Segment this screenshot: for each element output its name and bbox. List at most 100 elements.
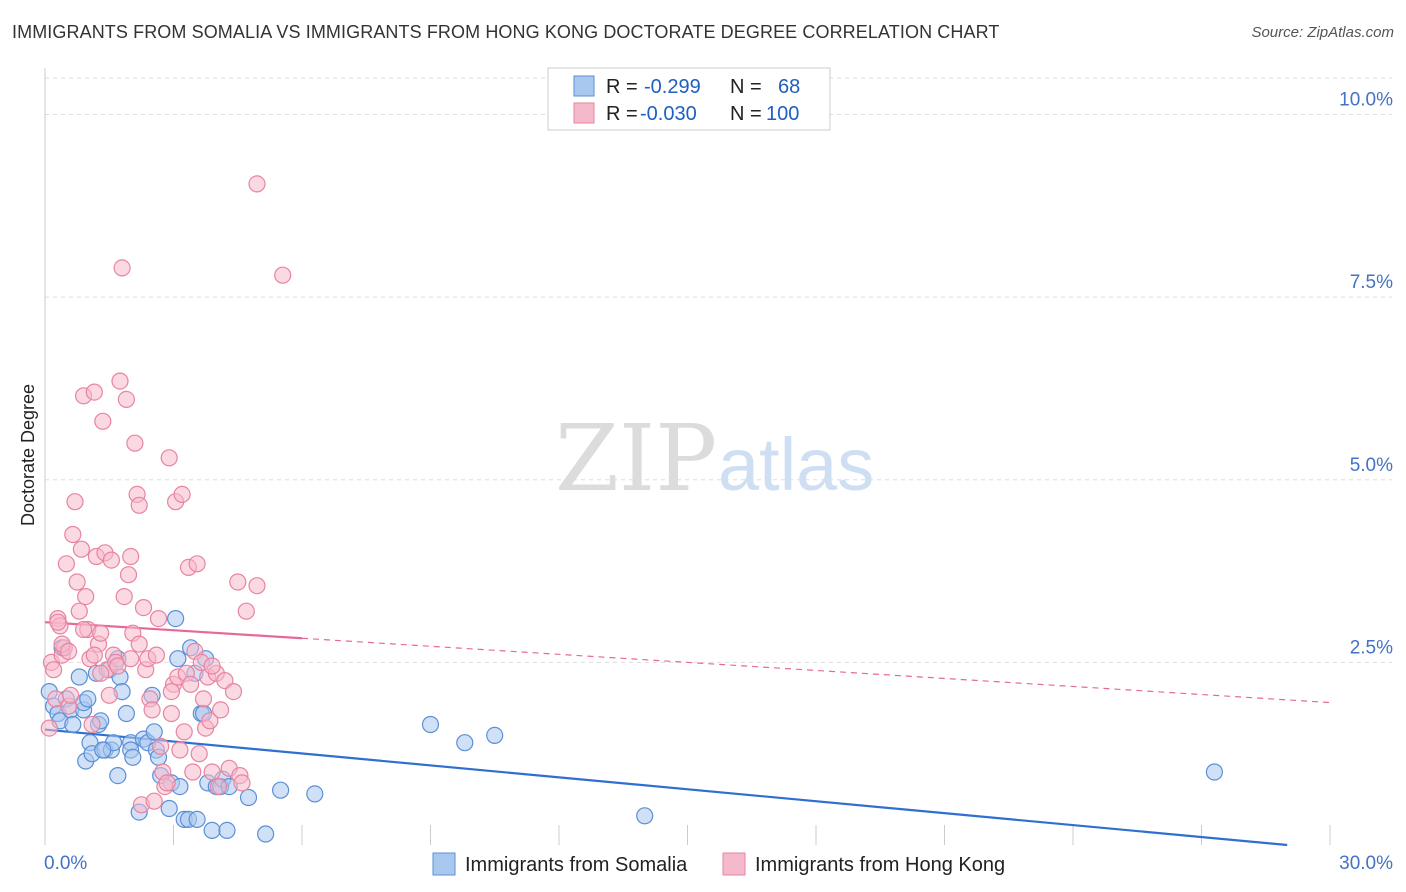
trend-line-somalia: [44, 728, 1288, 847]
point-hongkong-29: [102, 551, 121, 569]
point-somalia-40: [167, 609, 185, 628]
point-hongkong-78: [209, 777, 228, 796]
stats-r-label-hongkong: R =: [606, 103, 638, 125]
y-axis-label: Doctorate Degree: [18, 384, 38, 526]
point-hongkong-49: [145, 792, 163, 810]
point-somalia-58: [239, 788, 258, 807]
point-hongkong-8: [57, 555, 76, 573]
point-hongkong-86: [237, 602, 255, 620]
point-hongkong-82: [224, 682, 243, 701]
point-somalia-29: [124, 748, 142, 766]
bottom-legend-label-somalia: Immigrants from Somalia: [465, 854, 688, 876]
stats-legend-swatch-hongkong: [573, 102, 595, 124]
point-hongkong-33: [111, 372, 129, 390]
point-hongkong-66: [182, 675, 200, 693]
point-hongkong-70: [190, 745, 208, 763]
point-somalia-63: [456, 734, 474, 752]
watermark: ZIP atlas: [555, 405, 874, 512]
stats-r-value-hongkong: -0.030: [640, 103, 697, 125]
point-hongkong-24: [92, 624, 110, 642]
point-hongkong-89: [274, 266, 292, 284]
point-hongkong-72: [194, 690, 213, 708]
point-hongkong-17: [77, 587, 95, 606]
axes: 2.5% 5.0% 7.5% 10.0% 0.0% 30.0%: [44, 68, 1393, 874]
bottom-legend-swatch-hongkong: [722, 852, 746, 876]
point-somalia-38: [160, 799, 178, 818]
point-hongkong-75: [201, 712, 219, 730]
bottom-legend: Immigrants from Somalia Immigrants from …: [432, 852, 1005, 876]
point-somalia-64: [486, 726, 504, 745]
point-somalia-67: [94, 741, 112, 759]
point-hongkong-50: [147, 646, 165, 664]
point-hongkong-96: [122, 650, 140, 668]
point-somalia-59: [257, 825, 275, 843]
stats-legend-swatch-somalia: [573, 75, 595, 97]
stats-n-value-hongkong: 100: [766, 103, 799, 125]
point-hongkong-87: [248, 577, 266, 595]
point-somalia-34: [145, 723, 163, 741]
point-somalia-12: [79, 690, 97, 708]
point-hongkong-25: [94, 412, 112, 430]
point-hongkong-28: [100, 686, 118, 704]
point-hongkong-85: [233, 774, 251, 792]
y-tick-label-1: 5.0%: [1350, 455, 1393, 476]
bottom-legend-swatch-somalia: [432, 852, 456, 876]
point-somalia-47: [188, 810, 206, 829]
point-hongkong-62: [173, 485, 191, 503]
stats-legend-box: [547, 67, 831, 131]
point-somalia-7: [64, 715, 82, 734]
point-hongkong-51: [149, 609, 168, 628]
stats-n-label-hongkong: N =: [730, 103, 762, 125]
y-tick-label-0: 2.5%: [1350, 637, 1393, 658]
point-somalia-23: [109, 766, 127, 785]
point-hongkong-94: [85, 646, 103, 664]
point-hongkong-37: [119, 566, 138, 584]
point-hongkong-61: [171, 741, 189, 759]
point-somalia-60: [272, 781, 290, 799]
stats-n-value-somalia: 68: [778, 76, 800, 98]
stats-r-label-somalia: R =: [606, 76, 638, 98]
point-hongkong-20: [83, 715, 101, 734]
data-points: [40, 175, 1224, 843]
point-hongkong-14: [70, 602, 88, 620]
point-somalia-41: [169, 650, 187, 668]
point-somalia-8: [70, 668, 88, 686]
point-hongkong-2: [44, 661, 63, 679]
point-hongkong-69: [188, 555, 206, 573]
stats-r-value-somalia: -0.299: [644, 76, 701, 98]
point-hongkong-67: [184, 763, 202, 781]
point-hongkong-76: [203, 763, 221, 781]
point-hongkong-11: [64, 525, 82, 544]
trend-line-dashed-hongkong: [301, 637, 1331, 704]
point-hongkong-95: [92, 664, 110, 682]
point-hongkong-0: [40, 719, 58, 737]
point-somalia-66: [1205, 763, 1224, 781]
point-hongkong-13: [68, 573, 86, 591]
watermark-atlas: atlas: [718, 423, 874, 506]
point-hongkong-15: [72, 540, 91, 558]
point-somalia-62: [421, 715, 440, 734]
source-label: Source: ZipAtlas.com: [1251, 24, 1394, 41]
point-somalia-26: [117, 704, 136, 723]
point-hongkong-42: [130, 496, 148, 514]
point-hongkong-99: [203, 657, 221, 675]
point-hongkong-97: [130, 635, 148, 653]
point-somalia-52: [203, 821, 221, 840]
watermark-zip: ZIP: [555, 405, 717, 512]
point-hongkong-55: [158, 774, 176, 792]
point-hongkong-57: [162, 704, 180, 723]
point-hongkong-35: [115, 587, 133, 606]
point-hongkong-79: [212, 701, 230, 719]
point-hongkong-36: [117, 390, 136, 408]
point-hongkong-32: [109, 657, 127, 675]
y-tick-label-3: 10.0%: [1339, 90, 1393, 111]
bottom-legend-label-hongkong: Immigrants from Hong Kong: [755, 854, 1005, 876]
point-hongkong-48: [143, 701, 161, 719]
stats-n-label-somalia: N =: [730, 76, 762, 98]
y-tick-label-2: 7.5%: [1350, 272, 1393, 293]
point-hongkong-44: [134, 598, 153, 617]
point-hongkong-88: [248, 175, 266, 193]
point-hongkong-34: [113, 259, 131, 277]
point-hongkong-56: [160, 449, 178, 467]
point-hongkong-21: [85, 383, 103, 401]
